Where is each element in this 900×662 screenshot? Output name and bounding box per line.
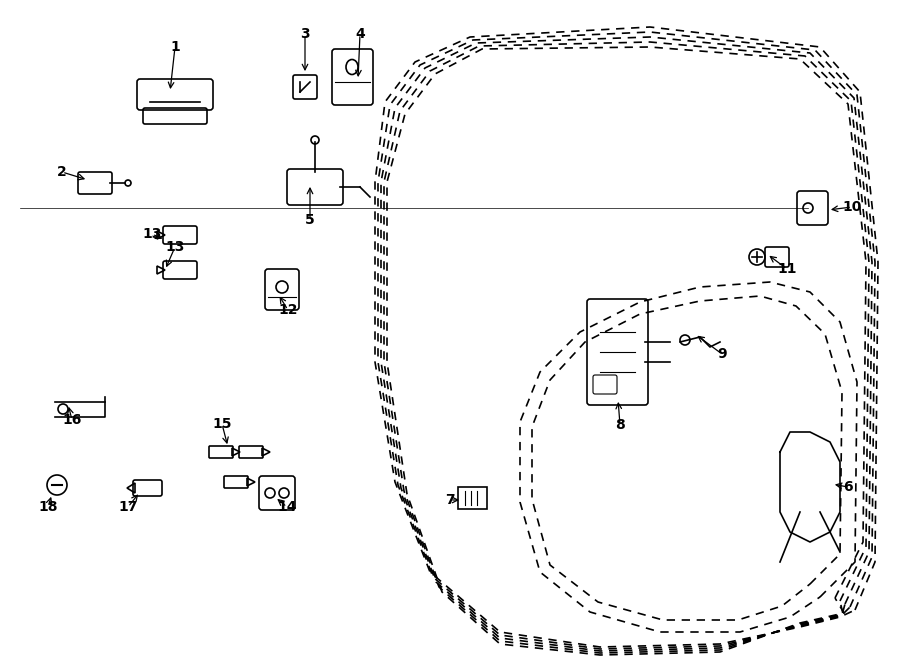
Text: 10: 10 xyxy=(842,200,861,214)
Text: 2: 2 xyxy=(57,165,67,179)
Text: 8: 8 xyxy=(615,418,625,432)
Text: 16: 16 xyxy=(62,413,82,427)
Text: 14: 14 xyxy=(277,500,297,514)
Text: 1: 1 xyxy=(170,40,180,54)
Text: 6: 6 xyxy=(843,480,853,494)
Text: 5: 5 xyxy=(305,213,315,227)
Text: 13: 13 xyxy=(142,227,162,241)
Text: 9: 9 xyxy=(717,347,727,361)
Text: 4: 4 xyxy=(356,27,364,41)
Text: 13: 13 xyxy=(166,240,184,254)
Text: 15: 15 xyxy=(212,417,232,431)
Text: 7: 7 xyxy=(446,493,454,507)
Text: 17: 17 xyxy=(118,500,138,514)
Text: 12: 12 xyxy=(278,303,298,317)
Text: 11: 11 xyxy=(778,262,796,276)
Text: 18: 18 xyxy=(39,500,58,514)
Text: 3: 3 xyxy=(301,27,310,41)
